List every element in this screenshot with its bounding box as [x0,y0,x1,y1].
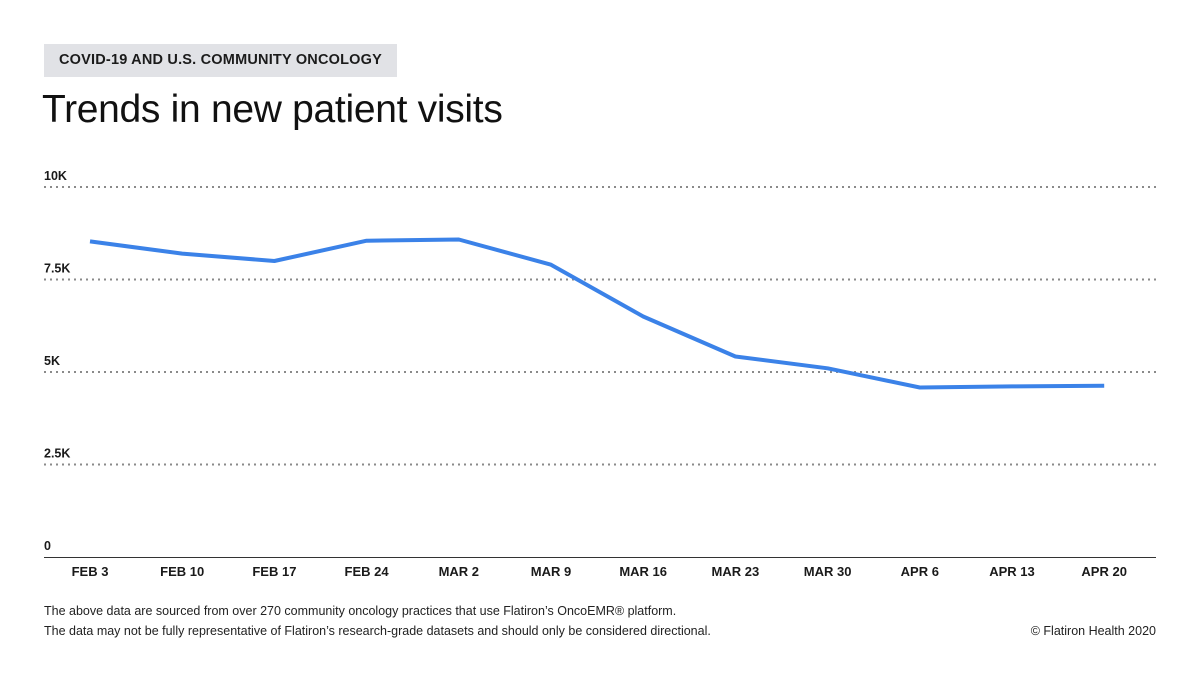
x-tick-label: APR 20 [1081,564,1127,579]
x-tick-label: FEB 24 [345,564,390,579]
y-tick-label: 0 [44,539,51,553]
category-tag: COVID-19 AND U.S. COMMUNITY ONCOLOGY [44,44,397,77]
series-line [89,237,1105,390]
chart-title: Trends in new patient visits [42,88,503,131]
x-tick-label: APR 6 [901,564,939,579]
footnote-disclaimer: The data may not be fully representative… [44,624,711,638]
footnote-source: The above data are sourced from over 270… [44,604,677,618]
x-tick-label: FEB 10 [160,564,204,579]
x-tick-label: FEB 3 [72,564,109,579]
y-tick-label: 5K [44,354,60,368]
x-tick-label: MAR 9 [531,564,571,579]
x-tick-label: MAR 2 [439,564,479,579]
copyright: © Flatiron Health 2020 [1030,624,1156,638]
x-tick-label: FEB 17 [252,564,296,579]
y-tick-label: 2.5K [44,447,70,461]
x-tick-label: MAR 16 [619,564,667,579]
x-tick-label: APR 13 [989,564,1035,579]
line-chart: 0 2.5K 5K 7.5K 10K FEB 3 FEB 10 FEB 17 FEB 24 MA… [44,169,1156,579]
x-tick-label: MAR 23 [712,564,760,579]
y-tick-label: 7.5K [44,262,70,276]
x-tick-label: MAR 30 [804,564,852,579]
y-tick-label: 10K [44,169,67,183]
